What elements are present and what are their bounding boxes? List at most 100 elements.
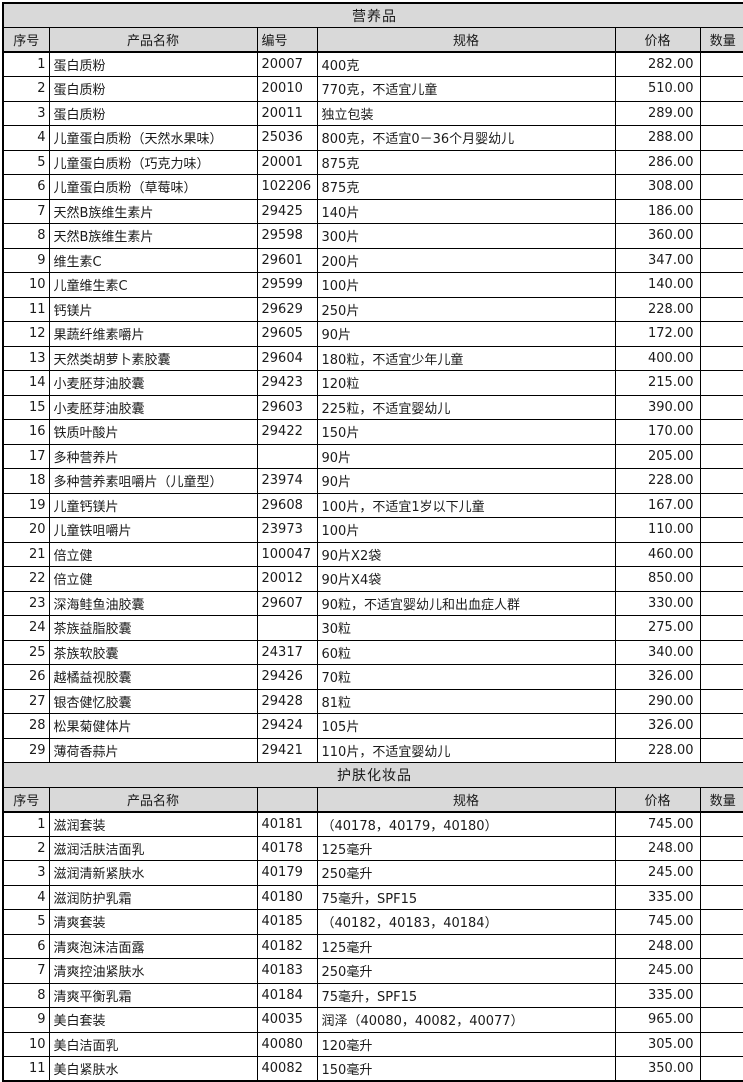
index-cell: 10 — [2, 1031, 50, 1057]
index-cell: 17 — [2, 443, 50, 469]
index-cell: 4 — [2, 884, 50, 910]
price-cell: 170.00 — [614, 419, 701, 445]
index-cell: 7 — [2, 198, 50, 224]
quantity-cell — [699, 835, 743, 861]
code-cell: 29599 — [256, 272, 318, 298]
column-header-product-name: 产品名称 — [48, 786, 258, 813]
code-cell: 20007 — [256, 51, 318, 77]
price-cell: 347.00 — [614, 247, 701, 273]
spec-cell: 400克 — [316, 51, 616, 77]
table-row: 9 维生素C 29601 200片 347.00 — [2, 247, 743, 273]
price-cell: 460.00 — [614, 541, 701, 567]
table-row: 23 深海鲑鱼油胶囊 29607 90粒，不适宜婴幼儿和出血症人群 330.00 — [2, 590, 743, 616]
code-cell: 29421 — [256, 737, 318, 763]
product-name-cell: 蛋白质粉 — [48, 76, 258, 102]
spec-cell: 150片 — [316, 419, 616, 445]
spec-cell: 30粒 — [316, 615, 616, 641]
table-row: 3 蛋白质粉 20011 独立包装 289.00 — [2, 100, 743, 126]
index-cell: 25 — [2, 639, 50, 665]
table-row: 20 儿童铁咀嚼片 23973 100片 110.00 — [2, 517, 743, 543]
index-cell: 26 — [2, 664, 50, 690]
code-cell: 100047 — [256, 541, 318, 567]
spec-cell: 140片 — [316, 198, 616, 224]
index-cell: 19 — [2, 492, 50, 518]
spec-cell: 250毫升 — [316, 958, 616, 984]
spec-cell: 250片 — [316, 296, 616, 322]
index-cell: 24 — [2, 615, 50, 641]
index-cell: 28 — [2, 713, 50, 739]
quantity-cell — [699, 76, 743, 102]
index-cell: 5 — [2, 149, 50, 175]
table-row: 28 松果菊健体片 29424 105片 326.00 — [2, 713, 743, 739]
table-row: 22 倍立健 20012 90片X4袋 850.00 — [2, 566, 743, 592]
code-cell: 29604 — [256, 345, 318, 371]
index-cell: 12 — [2, 321, 50, 347]
quantity-cell — [699, 982, 743, 1008]
column-header-code: 编号 — [256, 27, 318, 53]
column-header-index: 序号 — [2, 786, 50, 813]
index-cell: 18 — [2, 468, 50, 494]
spec-cell: 90片 — [316, 468, 616, 494]
product-name-cell: 铁质叶酸片 — [48, 419, 258, 445]
spec-cell: 90粒，不适宜婴幼儿和出血症人群 — [316, 590, 616, 616]
code-cell: 40035 — [256, 1007, 318, 1033]
product-name-cell: 儿童蛋白质粉（草莓味） — [48, 174, 258, 200]
price-cell: 330.00 — [614, 590, 701, 616]
product-name-cell: 天然类胡萝卜素胶囊 — [48, 345, 258, 371]
column-header-price: 价格 — [614, 786, 701, 813]
index-cell: 2 — [2, 76, 50, 102]
column-header-price: 价格 — [614, 27, 701, 53]
quantity-cell — [699, 590, 743, 616]
table-row: 2 蛋白质粉 20010 770克，不适宜儿童 510.00 — [2, 76, 743, 102]
section-title-row: 护肤化妆品 — [2, 762, 743, 788]
product-name-cell: 清爽套装 — [48, 909, 258, 935]
table-row: 5 清爽套装 40185 （40182，40183，40184） 745.00 — [2, 909, 743, 935]
table-row: 12 果蔬纤维素嚼片 29605 90片 172.00 — [2, 321, 743, 347]
price-cell: 308.00 — [614, 174, 701, 200]
index-cell: 9 — [2, 247, 50, 273]
table-row: 7 天然B族维生素片 29425 140片 186.00 — [2, 198, 743, 224]
price-cell: 228.00 — [614, 737, 701, 763]
price-cell: 186.00 — [614, 198, 701, 224]
price-cell: 275.00 — [614, 615, 701, 641]
section-title-row: 营养品 — [2, 2, 743, 28]
table-row: 11 钙镁片 29629 250片 228.00 — [2, 296, 743, 322]
quantity-cell — [699, 1056, 743, 1082]
product-name-cell: 儿童蛋白质粉（天然水果味） — [48, 125, 258, 151]
code-cell — [256, 615, 318, 641]
section-title: 护肤化妆品 — [2, 762, 743, 788]
code-cell: 29426 — [256, 664, 318, 690]
price-cell: 326.00 — [614, 664, 701, 690]
table-row: 7 清爽控油紧肤水 40183 250毫升 245.00 — [2, 958, 743, 984]
index-cell: 9 — [2, 1007, 50, 1033]
price-cell: 248.00 — [614, 933, 701, 959]
spec-cell: （40178，40179，40180） — [316, 811, 616, 837]
spec-cell: 105片 — [316, 713, 616, 739]
price-cell: 745.00 — [614, 909, 701, 935]
spec-cell: 100片 — [316, 272, 616, 298]
table-row: 11 美白紧肤水 40082 150毫升 350.00 — [2, 1056, 743, 1082]
index-cell: 23 — [2, 590, 50, 616]
product-name-cell: 小麦胚芽油胶囊 — [48, 370, 258, 396]
product-name-cell: 清爽平衡乳霜 — [48, 982, 258, 1008]
quantity-cell — [699, 639, 743, 665]
table-row: 25 茶族软胶囊 24317 60粒 340.00 — [2, 639, 743, 665]
quantity-cell — [699, 909, 743, 935]
table-row: 19 儿童钙镁片 29608 100片，不适宜1岁以下儿童 167.00 — [2, 492, 743, 518]
spec-cell: 200片 — [316, 247, 616, 273]
code-cell: 40180 — [256, 884, 318, 910]
spec-cell: （40182，40183，40184） — [316, 909, 616, 935]
column-header-spec: 规格 — [316, 27, 616, 53]
spec-cell: 120毫升 — [316, 1031, 616, 1057]
spec-cell: 70粒 — [316, 664, 616, 690]
table-row: 1 滋润套装 40181 （40178，40179，40180） 745.00 — [2, 811, 743, 837]
column-header-product-name: 产品名称 — [48, 27, 258, 53]
quantity-cell — [699, 1031, 743, 1057]
price-cell: 245.00 — [614, 958, 701, 984]
table-row: 3 滋润清新紧肤水 40179 250毫升 245.00 — [2, 860, 743, 886]
price-cell: 290.00 — [614, 688, 701, 714]
product-name-cell: 多种营养素咀嚼片（儿童型） — [48, 468, 258, 494]
spec-cell: 60粒 — [316, 639, 616, 665]
price-cell: 340.00 — [614, 639, 701, 665]
code-cell: 29428 — [256, 688, 318, 714]
